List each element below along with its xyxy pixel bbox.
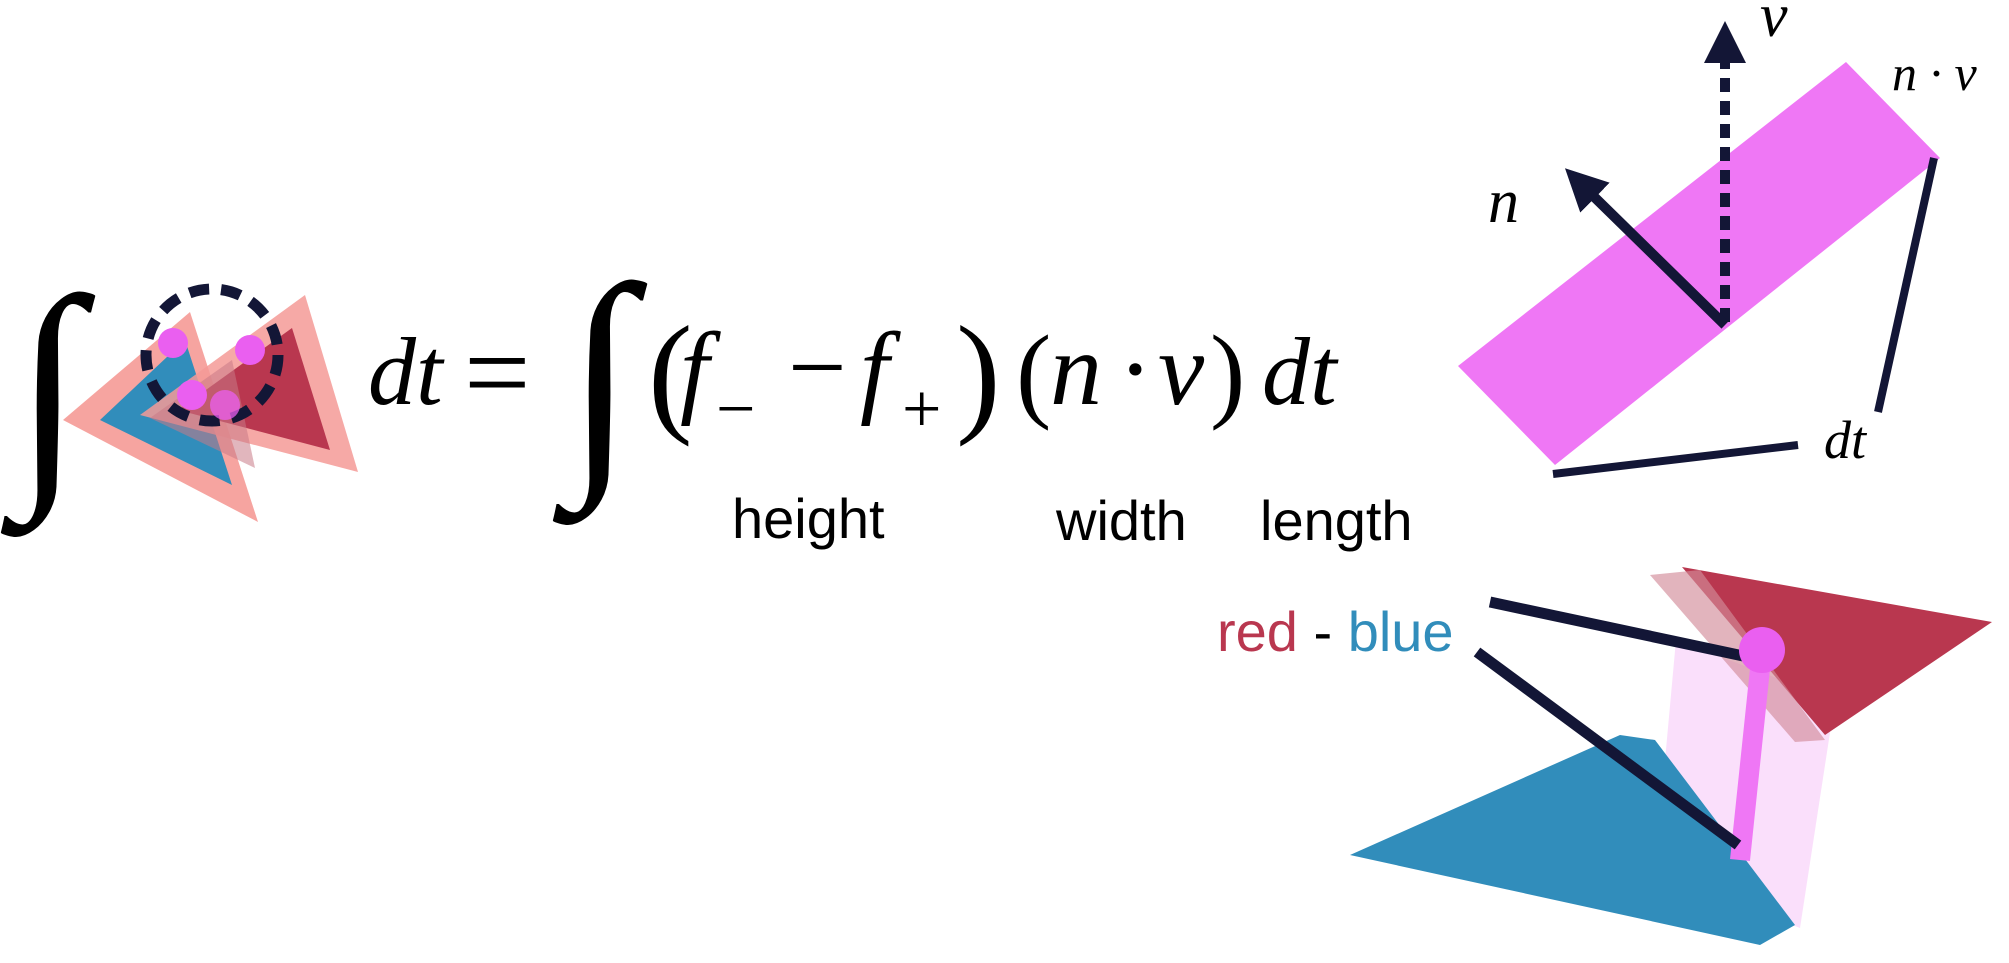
edge-strip-diagram: v n n · v dt — [1458, 0, 1978, 478]
leader-red — [1488, 596, 1764, 666]
blue-lower-triangle — [1350, 735, 1795, 945]
f-plus: f — [860, 312, 901, 427]
label-dt: dt — [1824, 410, 1868, 470]
subscript-minus: − — [716, 371, 755, 448]
overlap-region — [150, 360, 255, 468]
integral-right: ∫ — [552, 236, 648, 525]
difference-legend: red - blue — [1217, 600, 1454, 663]
sample-dot — [235, 335, 265, 365]
triangle-overlap-icon — [63, 283, 358, 522]
paren-open-height: ( — [648, 299, 693, 447]
dt-bracket — [1552, 441, 1799, 478]
integral-left: ∫ — [0, 248, 96, 537]
leader-blue — [1473, 647, 1742, 850]
intersection-dot — [1739, 627, 1785, 673]
difference-segment — [1730, 648, 1772, 862]
legend-red: red — [1217, 600, 1298, 663]
sample-dot — [177, 380, 207, 410]
svg-text:red - blue: red - blue — [1217, 600, 1454, 663]
paren-close-width: ) — [1210, 314, 1245, 431]
red-upper-triangle — [1682, 567, 1992, 735]
caption-length: length — [1260, 489, 1413, 552]
label-v: v — [1760, 0, 1788, 50]
caption-height: height — [732, 487, 885, 550]
paren-open-width: ( — [1016, 314, 1051, 431]
dt-right: dt — [1262, 318, 1339, 425]
minus-sign: − — [788, 310, 847, 425]
paren-close-height: ) — [956, 299, 1001, 447]
equals-sign: = — [464, 307, 531, 438]
n-symbol: n — [1050, 312, 1102, 427]
f-minus: f — [680, 312, 721, 427]
n-dot-v-bracket — [1874, 157, 1938, 413]
legend-separator: - — [1298, 600, 1348, 663]
legend-blue: blue — [1348, 600, 1454, 663]
sample-dot — [210, 390, 240, 420]
label-n: n — [1488, 168, 1519, 236]
term-captions: height width length — [732, 487, 1413, 552]
label-n-dot-v: n · v — [1892, 45, 1978, 101]
dashed-circle — [140, 283, 284, 427]
equation: ∫ dt = ∫ ( f − − f + ) ( n · v ) dt — [0, 236, 1339, 537]
v-symbol: v — [1158, 312, 1205, 427]
sample-dot — [158, 328, 188, 358]
normal-arrow — [1564, 168, 1729, 329]
dt-left: dt — [368, 318, 445, 425]
swept-strip — [1458, 62, 1940, 465]
projection-diagram — [1350, 567, 1992, 945]
caption-width: width — [1055, 489, 1187, 552]
dot-operator: · — [1118, 312, 1153, 427]
subscript-plus: + — [902, 371, 941, 448]
